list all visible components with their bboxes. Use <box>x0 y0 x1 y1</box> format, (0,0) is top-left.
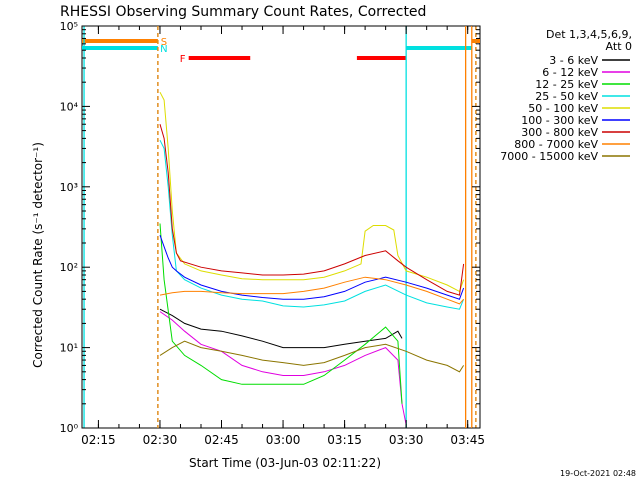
flag-label-s: S <box>161 37 167 48</box>
plot-frame <box>81 25 481 429</box>
y-tick-label: 10¹ <box>60 342 78 355</box>
x-tick-label: 02:15 <box>81 433 116 447</box>
legend-label: 7000 - 15000 keV <box>500 150 598 163</box>
series-line-5 <box>159 91 465 293</box>
series-line-1 <box>159 308 403 349</box>
y-tick-label: 10³ <box>60 181 78 194</box>
series-line-2 <box>159 311 407 425</box>
series-line-4 <box>159 139 465 310</box>
y-tick-label: 10⁵ <box>60 20 78 33</box>
legend-title-line-2: Att 0 <box>606 40 632 53</box>
footer-timestamp: 19-Oct-2021 02:48 <box>560 469 636 478</box>
flag-label-f: F <box>180 54 186 65</box>
legend-label: 800 - 7000 keV <box>514 138 598 151</box>
y-tick-label: 10⁴ <box>60 100 79 113</box>
flag-label-n: N <box>160 44 167 55</box>
chart-title: RHESSI Observing Summary Count Rates, Co… <box>60 4 426 20</box>
legend-title-line-1: Det 1,3,4,5,6,9, <box>546 28 632 41</box>
y-axis-label: Corrected Count Rate (s⁻¹ detector⁻¹) <box>31 142 45 368</box>
legend-label: 100 - 300 keV <box>521 114 598 127</box>
legend-label: 12 - 25 keV <box>535 78 598 91</box>
x-tick-label: 03:15 <box>327 433 362 447</box>
x-tick-label: 02:45 <box>204 433 239 447</box>
x-tick-label: 02:30 <box>143 433 178 447</box>
series-line-9 <box>159 340 465 373</box>
x-tick-label: 03:30 <box>389 433 424 447</box>
y-tick-label: 10² <box>60 261 78 274</box>
series-line-3 <box>159 223 403 404</box>
x-tick-label: 03:45 <box>450 433 485 447</box>
x-axis-label: Start Time (03-Jun-03 02:11:22) <box>189 456 381 470</box>
legend-label: 6 - 12 keV <box>542 66 598 79</box>
legend-label: 50 - 100 keV <box>528 102 598 115</box>
y-tick-label: 10⁰ <box>60 422 79 435</box>
series-line-6 <box>159 235 465 300</box>
legend-label: 25 - 50 keV <box>535 90 598 103</box>
series-line-7 <box>159 124 465 296</box>
series-line-8 <box>159 276 464 305</box>
legend-label: 3 - 6 keV <box>549 54 598 67</box>
x-tick-label: 03:00 <box>266 433 301 447</box>
legend-label: 300 - 800 keV <box>521 126 598 139</box>
